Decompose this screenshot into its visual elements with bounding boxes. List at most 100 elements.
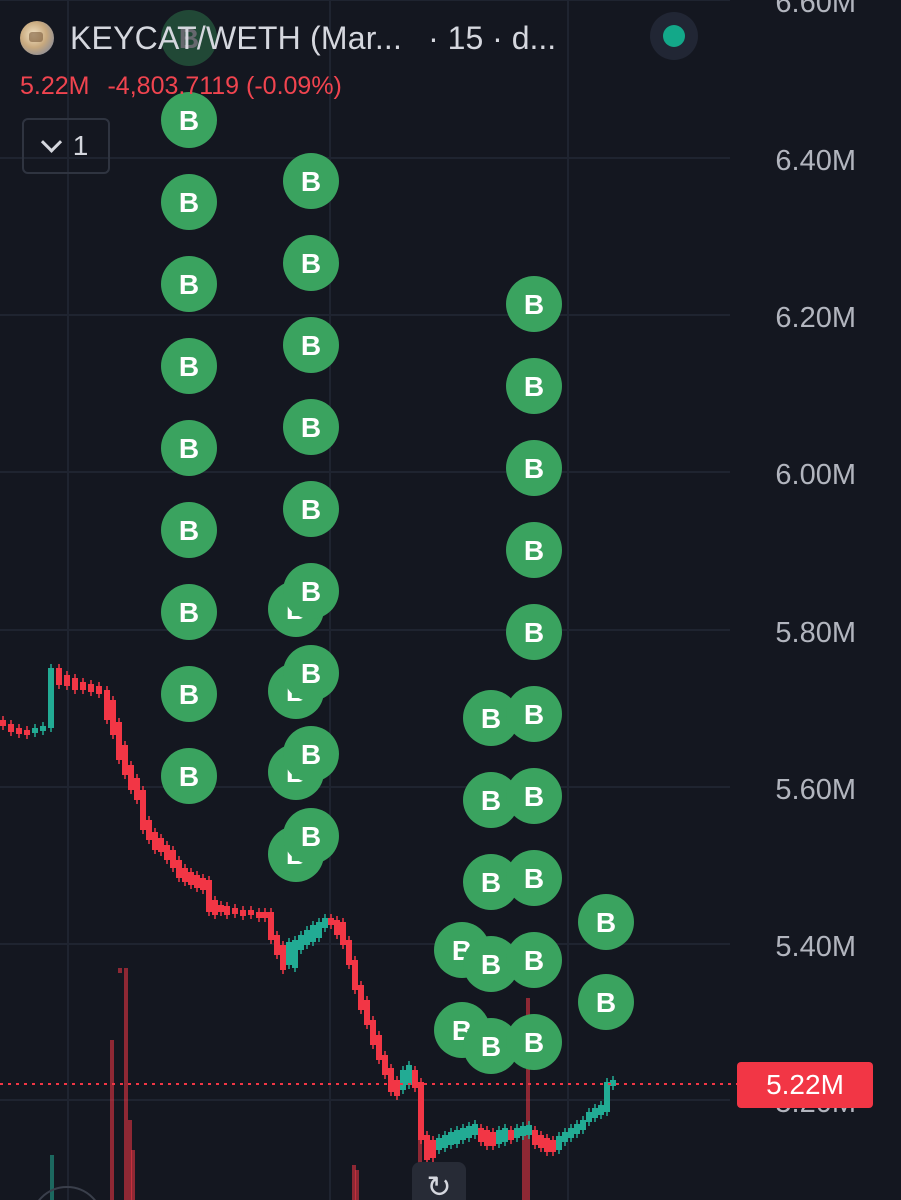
buy-marker-circle [283,563,339,619]
candle-body [200,878,206,890]
buy-marker[interactable]: B [283,153,339,209]
buy-marker[interactable]: B [283,317,339,373]
buy-marker[interactable]: B [283,808,339,864]
buy-marker[interactable]: B [161,666,217,722]
candle-body [586,1112,592,1122]
buy-marker-circle [506,604,562,660]
buy-marker[interactable]: B [506,358,562,414]
candle-body [364,1000,370,1025]
candle-body [280,945,286,970]
interval-label[interactable]: · 15 · d... [428,19,557,56]
buy-marker-circle [161,174,217,230]
buy-marker[interactable]: B [463,854,519,910]
candle-body [218,905,224,912]
buy-marker[interactable]: B [506,276,562,332]
buy-marker[interactable]: B [161,174,217,230]
candle-body [182,868,188,882]
buy-marker[interactable]: B [161,338,217,394]
buy-marker-label: B [596,907,616,938]
buy-marker[interactable]: B [283,399,339,455]
candle-body [88,684,94,692]
buy-marker-label: B [301,821,321,852]
buy-marker[interactable]: B [506,440,562,496]
buy-marker-label: B [179,187,199,218]
candle-body [128,765,134,790]
volume-bar [128,1120,132,1200]
buy-marker[interactable]: B [506,686,562,742]
market-status-button[interactable] [650,12,698,60]
candle-body [496,1130,502,1144]
candle-body [484,1130,490,1146]
buy-marker-label: B [301,658,321,689]
candle-body [316,922,322,938]
chevron-down-icon [40,131,62,153]
buy-marker[interactable]: B [161,584,217,640]
buy-marker-circle [161,748,217,804]
candle-body [610,1080,616,1086]
candle-body [176,860,182,878]
symbol-label[interactable]: KEYCAT/WETH (Mar... [70,19,403,56]
buy-marker[interactable]: B [283,235,339,291]
price-tick-label: 6.20M [775,302,856,334]
buy-marker-label: B [179,761,199,792]
chart-header: KEYCAT/WETH (Mar... · 15 · d... [20,18,556,58]
candle-body [406,1065,412,1085]
buy-marker[interactable]: B [161,748,217,804]
price-tick-label: 5.80M [775,617,856,649]
buy-marker[interactable]: B [161,420,217,476]
buy-marker[interactable]: B [161,92,217,148]
candle-body [8,724,14,732]
buy-marker-circle [283,726,339,782]
buy-marker[interactable]: B [283,563,339,619]
candle-body [104,690,110,720]
buy-marker-label: B [301,330,321,361]
buy-marker[interactable]: B [506,522,562,578]
buy-marker-label: B [481,867,501,898]
volume-bar [118,968,122,973]
buy-marker[interactable]: B [161,502,217,558]
buy-marker-circle [283,645,339,701]
reset-chart-button[interactable]: ↻ [412,1162,466,1200]
candle-body [526,1125,532,1135]
buy-marker[interactable]: B [283,726,339,782]
buy-marker[interactable]: B [161,10,217,66]
buy-marker[interactable]: B [463,690,519,746]
buy-marker[interactable]: B [283,645,339,701]
candle-body [358,985,364,1010]
candle-body [490,1132,496,1146]
buy-marker-label: B [301,248,321,279]
indicator-count: 1 [72,130,89,161]
buy-marker[interactable]: B [506,932,562,988]
candle-body [394,1080,400,1096]
buy-marker[interactable]: B [578,894,634,950]
token-icon [20,21,54,55]
buy-marker-circle [506,358,562,414]
candle-body [64,675,70,686]
last-price: 5.22M [20,72,90,100]
candle-body [424,1135,430,1160]
buy-marker-circle [463,854,519,910]
buy-marker[interactable]: B [463,1018,519,1074]
buy-marker[interactable]: B [463,772,519,828]
buy-marker-label: B [524,535,544,566]
candle-body [122,745,128,775]
candle-body [418,1082,424,1140]
candle-body [562,1132,568,1142]
candle-body [286,942,292,965]
buy-marker[interactable]: B [161,256,217,312]
buy-marker[interactable]: B [283,481,339,537]
buy-marker[interactable]: B [463,936,519,992]
buy-marker[interactable]: B [578,974,634,1030]
buy-marker[interactable]: B [506,604,562,660]
candle-body [96,686,102,694]
buy-marker-circle [506,850,562,906]
indicator-collapse-button[interactable]: 1 [22,118,110,174]
buy-marker[interactable]: B [506,1014,562,1070]
candle-body [304,930,310,945]
buy-marker-circle [506,1014,562,1070]
candle-body [134,778,140,800]
buy-marker-circle [506,768,562,824]
buy-marker[interactable]: B [506,850,562,906]
buy-marker[interactable]: B [506,768,562,824]
